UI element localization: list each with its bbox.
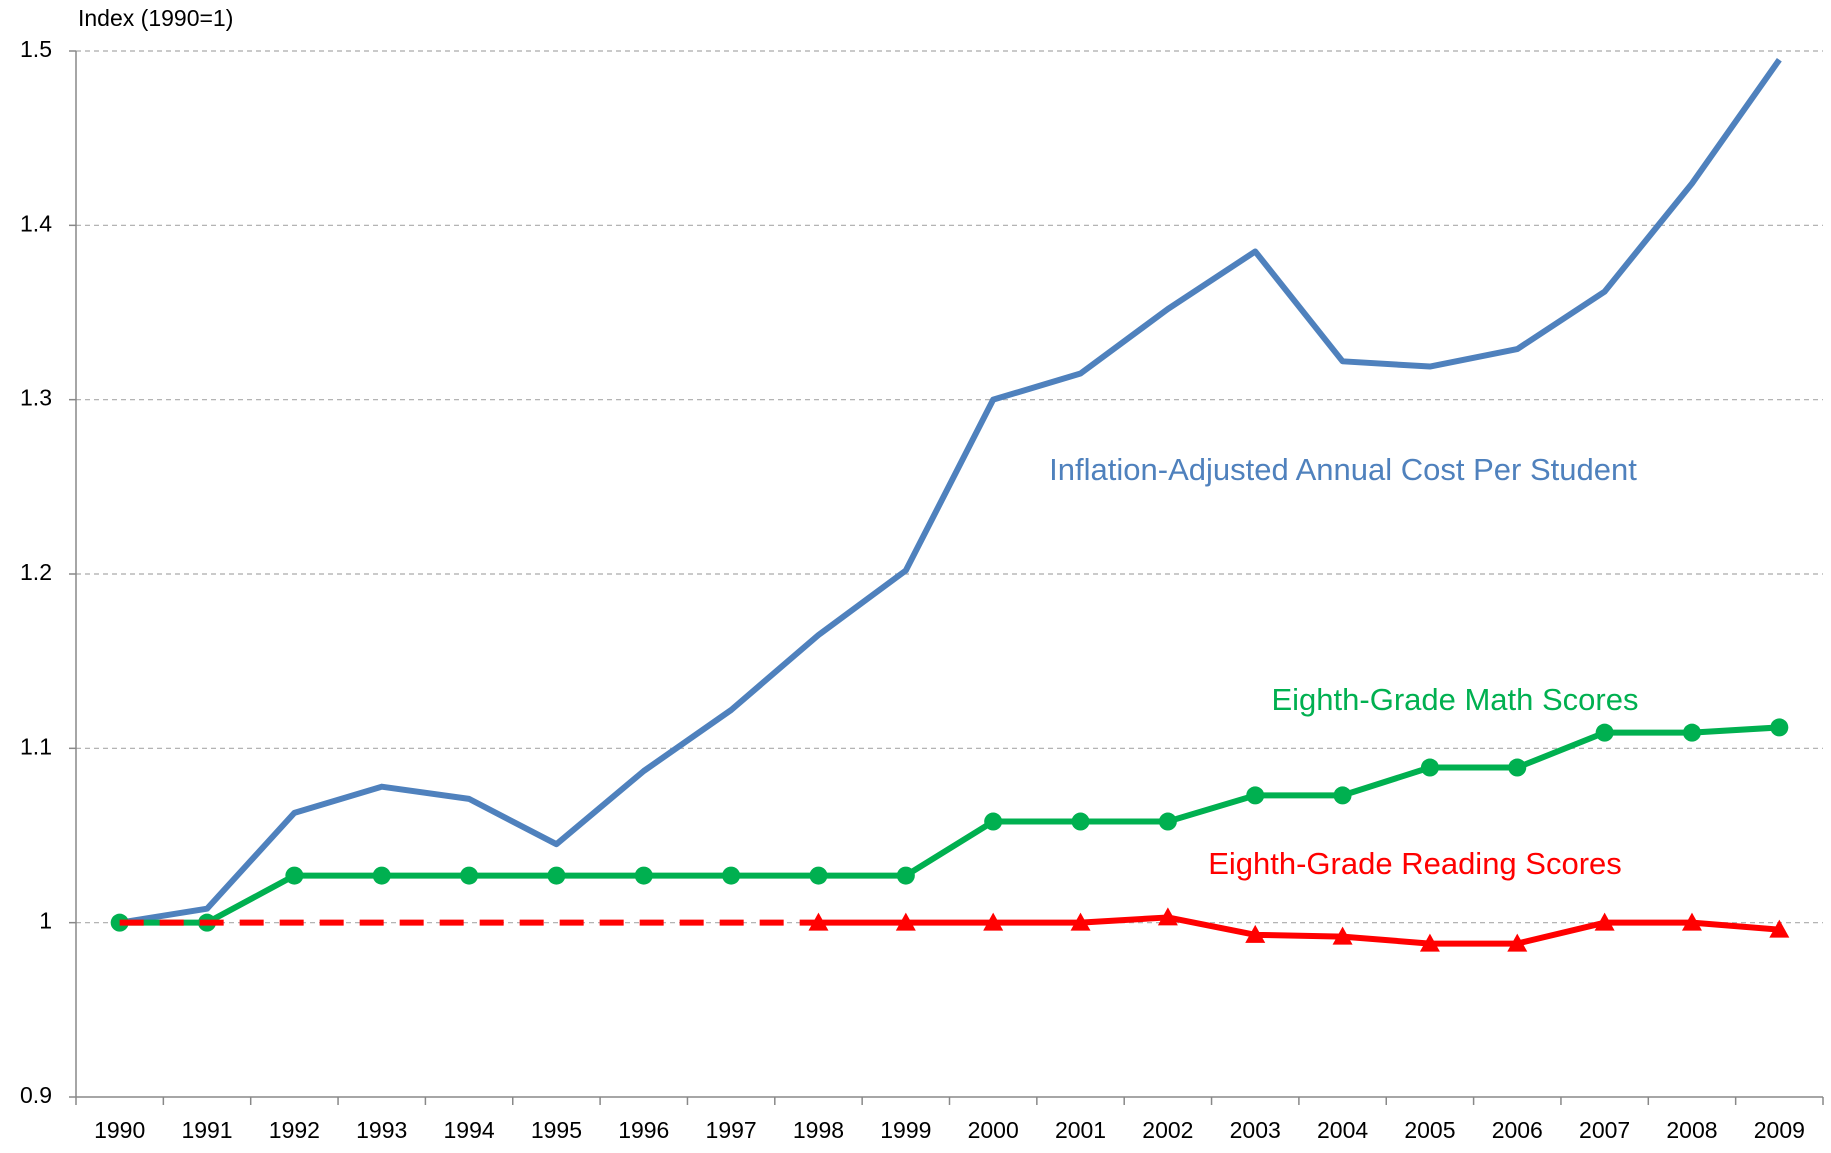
x-tick-label: 1990 [94, 1117, 145, 1143]
x-tick-label: 1996 [618, 1117, 669, 1143]
x-tick-label: 1995 [531, 1117, 582, 1143]
marker [1508, 758, 1527, 777]
line [818, 914, 1780, 947]
marker [984, 812, 1003, 831]
x-tick-label: 1994 [443, 1117, 494, 1143]
line [119, 724, 1780, 926]
x-tick-label: 1998 [793, 1117, 844, 1143]
x-tick-label: 2002 [1142, 1117, 1193, 1143]
line [119, 57, 1782, 926]
y-tick-label: 1 [39, 908, 52, 934]
series-label: Eighth-Grade Reading Scores [1208, 846, 1622, 881]
x-tick-label: 1999 [880, 1117, 931, 1143]
marker [1507, 933, 1528, 952]
marker [1157, 907, 1178, 926]
marker [1070, 912, 1091, 931]
x-tick-label: 1992 [269, 1117, 320, 1143]
series-label: Eighth-Grade Math Scores [1271, 682, 1638, 717]
x-tick-label: 2005 [1404, 1117, 1455, 1143]
marker [1770, 718, 1789, 737]
marker [634, 866, 653, 885]
y-tick-label: 1.2 [20, 559, 52, 585]
marker [1071, 812, 1090, 831]
marker [809, 866, 828, 885]
x-tick-label: 2004 [1317, 1117, 1368, 1143]
marker [722, 866, 741, 885]
marker [1595, 723, 1614, 742]
x-tick-label: 2008 [1666, 1117, 1717, 1143]
marker [1682, 723, 1701, 742]
y-tick-label: 0.9 [20, 1082, 52, 1108]
x-tick-label: 2001 [1055, 1117, 1106, 1143]
x-tick-label: 2003 [1230, 1117, 1281, 1143]
marker [547, 866, 566, 885]
marker [983, 912, 1004, 931]
marker [1333, 786, 1352, 805]
x-tick-label: 2000 [968, 1117, 1019, 1143]
y-tick-label: 1.3 [20, 385, 52, 411]
marker [896, 866, 915, 885]
marker [285, 866, 304, 885]
marker [808, 912, 829, 931]
x-tick-label: 2009 [1754, 1117, 1805, 1143]
marker [1769, 919, 1790, 938]
x-tick-label: 2006 [1492, 1117, 1543, 1143]
y-axis-label: Index (1990=1) [78, 5, 233, 31]
y-tick-label: 1.5 [20, 36, 52, 62]
marker [1246, 786, 1265, 805]
marker [1681, 912, 1702, 931]
y-tick-label: 1.4 [20, 210, 52, 236]
marker [1332, 926, 1353, 945]
marker [1420, 758, 1439, 777]
y-tick-label: 1.1 [20, 733, 52, 759]
marker [460, 866, 479, 885]
x-tick-label: 1997 [706, 1117, 757, 1143]
x-tick-label: 2007 [1579, 1117, 1630, 1143]
series-label: Inflation-Adjusted Annual Cost Per Stude… [1049, 452, 1637, 487]
marker [372, 866, 391, 885]
marker [895, 912, 916, 931]
x-tick-label: 1993 [356, 1117, 407, 1143]
marker [1594, 912, 1615, 931]
marker [1158, 812, 1177, 831]
marker [1245, 924, 1266, 943]
x-tick-label: 1991 [181, 1117, 232, 1143]
marker [1419, 933, 1440, 952]
